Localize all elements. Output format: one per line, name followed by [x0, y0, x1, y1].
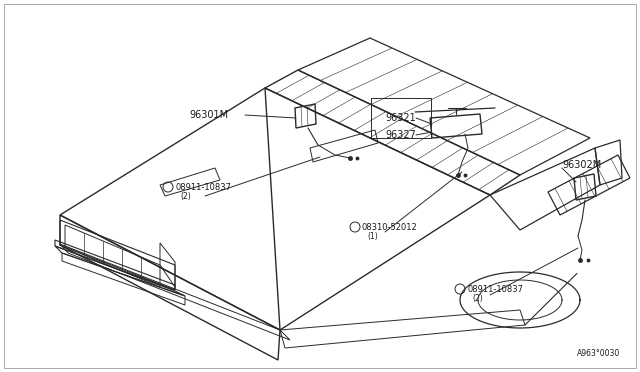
- Text: 96327: 96327: [385, 130, 416, 140]
- Text: A963°0030: A963°0030: [577, 349, 620, 358]
- Text: (2): (2): [180, 192, 191, 201]
- Text: 96301M: 96301M: [189, 110, 228, 120]
- Text: 08310-52012: 08310-52012: [362, 222, 418, 231]
- Text: 96321: 96321: [385, 113, 416, 123]
- Text: 08911-10837: 08911-10837: [467, 285, 523, 294]
- Text: (1): (1): [367, 231, 378, 241]
- Text: (2): (2): [472, 294, 483, 302]
- Text: 08911-10837: 08911-10837: [175, 183, 231, 192]
- Text: 96302M: 96302M: [562, 160, 601, 170]
